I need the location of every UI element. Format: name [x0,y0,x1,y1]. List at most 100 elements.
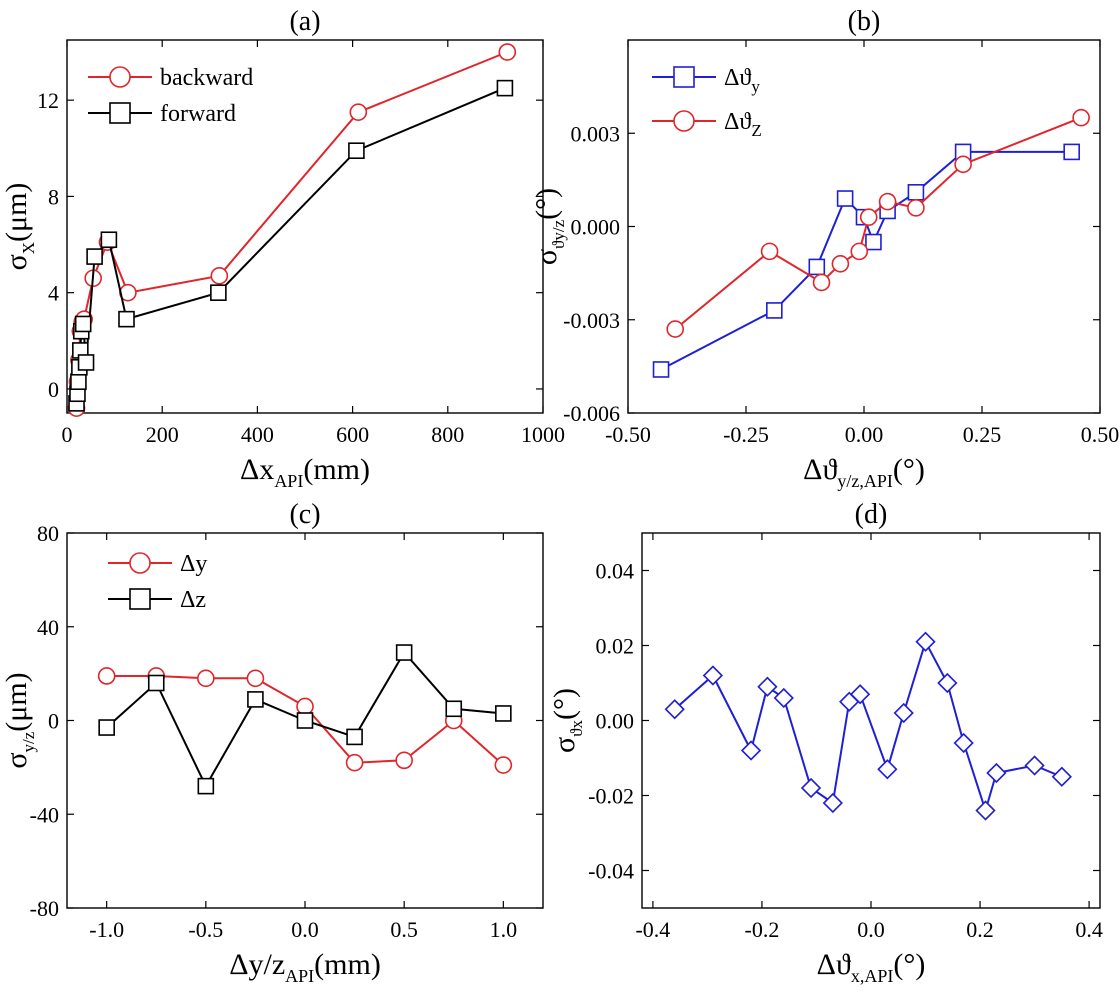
data-point [1051,766,1072,787]
y-tick-label: -0.003 [563,308,620,333]
y-tick-label: 40 [37,615,59,640]
y-axis-label: σϑy/z(°) [530,188,568,265]
data-point [197,669,215,688]
x-tick-label: 200 [146,422,179,447]
data-point [954,155,972,174]
data-point [77,354,95,371]
y-tick-label: 0.02 [596,634,635,659]
x-tick-label: 0 [62,422,73,447]
series-2 [98,644,512,795]
y-tick-label: 0.00 [596,709,635,734]
data-point [345,753,364,772]
data-point [666,320,685,338]
data-point [246,669,265,688]
data-point [652,361,670,378]
legend-marker [109,102,131,124]
x-tick-label: 1.0 [490,917,518,942]
x-tick-label: -0.4 [635,917,670,942]
panel-title: (a) [289,6,320,37]
series-line [674,639,1063,814]
x-tick-label: 0.0 [291,917,319,942]
series-1 [664,631,1072,821]
y-tick-label: 0 [48,377,59,402]
data-point [740,740,762,761]
panel-c: (c) -1.0 -0.5 0.0 0.5 1.0 -80 -40 0 40 80 Δy/zAPI(m… [0,499,544,986]
data-point [498,43,517,61]
legend-entry: forward [88,101,236,127]
x-tick-label: 400 [241,422,274,447]
data-point [849,684,871,705]
x-axis-label: ΔxAPI(mm) [240,453,370,491]
y-tick-label: 0 [48,709,59,734]
y-tick-label: -80 [30,896,59,921]
legend-marker [109,66,131,88]
data-point [757,676,778,697]
data-point [86,248,103,265]
y-tick-label: -40 [30,802,59,827]
data-point [147,674,165,692]
panel-b: (b) -0.50 -0.25 0.00 0.25 0.50 -0.006 -0.003 0.0… [530,6,1119,491]
data-point [877,759,898,780]
series-line [660,150,1072,371]
series-1 [67,43,517,417]
data-point [850,242,869,261]
data-point [395,644,413,661]
data-point [496,79,514,97]
legend-entry: Δϑy [652,65,760,96]
y-tick-label: 0.04 [596,559,635,584]
data-point [975,800,996,821]
data-point [296,712,314,729]
data-point [953,732,974,754]
x-tick-label: 0.00 [845,422,884,447]
data-point [808,258,826,276]
data-point [346,728,363,746]
y-tick-label: 8 [48,184,59,209]
y-axis-label: σy/z(μm) [0,672,38,768]
x-tick-label: 600 [336,422,369,447]
data-point [822,792,843,814]
x-tick-label: 0.5 [390,917,418,942]
data-point [1063,143,1080,161]
legend-entry: backward [88,65,253,91]
series-line [75,87,506,404]
plot-frame [66,39,544,414]
y-axis-label: σϑx(°) [548,688,586,753]
data-point [766,302,783,319]
x-tick-label: -0.2 [745,917,780,942]
legend-marker [673,66,695,88]
y-tick-label: 80 [37,521,59,546]
x-tick-label: -0.5 [188,917,223,942]
legend-label: Δy [180,551,207,577]
x-tick-label: -0.25 [723,422,769,447]
data-point [937,672,958,694]
legend-label: forward [160,101,236,127]
x-tick-label: 0.4 [1075,917,1103,942]
data-point [348,142,365,159]
data-point [395,751,413,770]
data-point [812,273,831,292]
legend-marker [129,588,151,610]
data-point [1024,755,1045,776]
legend-label: Δz [180,587,206,613]
legend-entry: Δz [108,587,206,613]
x-tick-label: -1.0 [89,917,124,942]
panel-title: (c) [289,499,320,530]
legend-entry: ΔϑZ [652,109,762,140]
data-point [98,719,115,736]
x-tick-label: 800 [431,422,464,447]
data-point [296,697,314,716]
plot-frame [641,532,1101,909]
x-tick-label: 0.25 [963,422,1002,447]
data-point [760,242,779,261]
data-point [893,702,914,724]
data-point [495,705,512,722]
data-point [907,199,925,217]
x-axis-label: Δy/zAPI(mm) [229,948,381,986]
data-point [865,233,882,251]
data-point [836,190,854,207]
legend-marker [129,552,151,574]
x-tick-label: 1000 [521,422,565,447]
series-2 [68,79,514,412]
legend-marker [673,110,695,132]
